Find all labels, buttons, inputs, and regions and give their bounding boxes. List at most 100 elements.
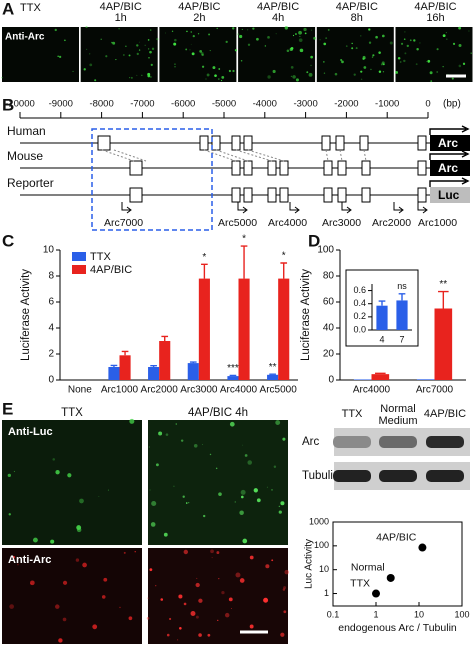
y-axis-label: Luc Activity (304, 539, 315, 589)
legend-swatch (72, 265, 86, 274)
cell-signal (284, 26, 289, 30)
arc-label: Arc (438, 136, 458, 150)
y-tick-label: 10 (43, 245, 55, 256)
legend-label: 4AP/BIC (90, 264, 132, 276)
cell-signal (136, 44, 139, 47)
row-label: Human (7, 124, 46, 138)
exon (417, 160, 427, 176)
error-bar (121, 350, 129, 356)
cell-signal (191, 52, 195, 56)
x-tick-label: Arc7000 (416, 385, 454, 396)
cell-signal (462, 62, 466, 65)
error-bar (150, 365, 157, 367)
bar (416, 379, 435, 380)
bar (376, 305, 388, 330)
blot-band (426, 436, 464, 448)
column-label: 2h (193, 12, 205, 24)
blot-lane-label: 4AP/BIC (424, 408, 466, 420)
cell-signal (232, 69, 235, 73)
cell-signal (103, 577, 108, 582)
cell-signal (229, 421, 235, 427)
bar (108, 367, 120, 380)
cell-signal (185, 48, 188, 51)
point-label: TTX (350, 577, 370, 589)
cell-signal (85, 26, 88, 29)
cell-signal (138, 49, 141, 51)
cell-signal (188, 502, 190, 504)
cell-signal (341, 60, 344, 64)
cell-signal (62, 580, 68, 585)
x-tick-label: Arc1000 (101, 385, 139, 396)
error-bar (161, 335, 169, 341)
column-label: 4AP/BIC (257, 1, 299, 13)
y-tick-label: 10 (319, 564, 329, 574)
cell-signal (55, 470, 60, 475)
cell-signal (190, 31, 192, 33)
cell-signal (360, 78, 363, 81)
error-bar (189, 361, 197, 364)
cell-signal (470, 52, 472, 54)
cell-signal (256, 37, 259, 41)
ruler-label: -1000 (375, 99, 399, 110)
cell-signal (151, 500, 157, 507)
legend-label: TTX (90, 251, 111, 263)
cell-signal (147, 597, 149, 599)
cell-signal (183, 549, 189, 555)
cell-signal (310, 55, 313, 59)
bar (227, 376, 239, 380)
cell-signal (115, 59, 117, 61)
cell-signal (136, 74, 138, 76)
construct-label: Arc3000 (322, 217, 361, 229)
homology-link (363, 149, 367, 162)
cell-signal (82, 562, 87, 568)
cell-signal (57, 55, 59, 58)
y-tick-label: 2 (48, 349, 54, 360)
cell-signal (7, 473, 11, 478)
cell-signal (403, 38, 406, 40)
cell-signal (351, 42, 353, 45)
cell-signal (64, 39, 66, 42)
cell-signal (76, 525, 82, 530)
cell-signal (163, 532, 168, 537)
exon (337, 160, 347, 176)
cell-signal (247, 43, 251, 46)
exon (361, 160, 371, 176)
cell-signal (195, 582, 200, 588)
x-tick-label: 10 (414, 609, 424, 619)
micrograph (80, 27, 158, 82)
error-bar (398, 293, 406, 301)
cell-signal (275, 420, 281, 425)
cell-signal (151, 47, 155, 50)
cell-signal (212, 66, 216, 70)
cell-signal (209, 453, 212, 456)
stain-label: Anti-Luc (8, 426, 53, 438)
cell-signal (400, 42, 404, 45)
ruler-label: -6000 (171, 99, 195, 110)
cell-signal (218, 68, 221, 70)
cell-signal (308, 72, 313, 77)
y-tick-label: 6 (48, 297, 54, 308)
cell-signal (290, 65, 294, 69)
cell-signal (174, 66, 176, 68)
exon (321, 135, 331, 151)
exon (211, 135, 221, 151)
cell-signal (165, 433, 169, 436)
cell-signal (271, 559, 274, 562)
cell-signal (225, 40, 228, 44)
micrograph (238, 27, 316, 82)
construct-arrow (417, 202, 428, 214)
bar (238, 278, 250, 380)
cell-signal (149, 489, 151, 491)
cell-signal (413, 39, 416, 42)
cell-signal (406, 44, 409, 48)
cell-signal (239, 510, 244, 516)
cell-signal (149, 568, 153, 572)
panel-letter: C (2, 231, 14, 250)
point (386, 573, 395, 582)
cell-signal (178, 594, 183, 599)
cell-signal (360, 35, 362, 37)
y-tick-label: 0.6 (353, 285, 366, 295)
construct-arrow (289, 202, 300, 214)
ruler-unit: (bp) (443, 99, 461, 110)
